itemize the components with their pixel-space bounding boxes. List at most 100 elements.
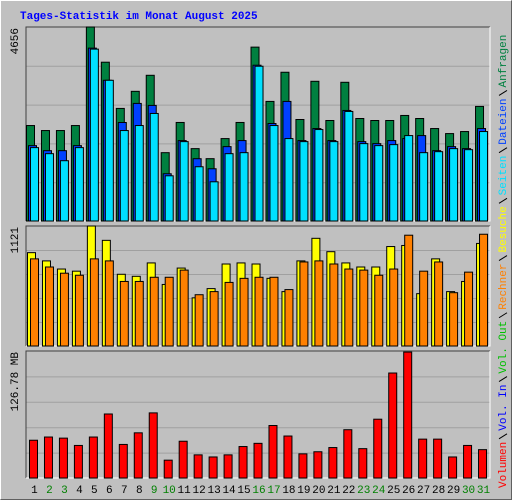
y-tick-label: 4656 xyxy=(10,28,22,54)
bar xyxy=(178,440,188,479)
bar xyxy=(104,79,114,222)
bar xyxy=(374,145,384,222)
x-tick-label: 13 xyxy=(207,485,220,497)
y-tick-label: 1121 xyxy=(10,227,22,254)
bar xyxy=(149,112,159,222)
bar xyxy=(164,175,174,222)
bar xyxy=(88,436,98,479)
bar xyxy=(418,438,428,479)
bar xyxy=(73,444,83,479)
bar xyxy=(329,141,339,222)
x-tick-label: 2 xyxy=(46,485,53,497)
x-tick-label: 29 xyxy=(447,485,460,497)
bar xyxy=(299,141,309,222)
bar xyxy=(314,129,324,222)
bar xyxy=(179,141,189,222)
x-tick-label: 16 xyxy=(252,485,265,497)
x-tick-label: 8 xyxy=(136,485,143,497)
bar xyxy=(224,153,234,222)
bar xyxy=(373,418,383,479)
bar xyxy=(359,143,369,222)
bar xyxy=(299,261,309,347)
x-tick-label: 22 xyxy=(342,485,355,497)
legend-separator xyxy=(498,90,508,96)
bar xyxy=(449,148,459,222)
bar xyxy=(344,268,354,347)
bar xyxy=(479,131,489,222)
bar xyxy=(344,110,354,222)
bar xyxy=(404,234,414,347)
bar xyxy=(134,125,144,222)
x-tick-label: 31 xyxy=(477,485,491,497)
bar xyxy=(284,289,294,347)
bar xyxy=(389,144,399,222)
x-tick-label: 21 xyxy=(327,485,341,497)
bar xyxy=(118,443,128,479)
bar xyxy=(179,269,189,347)
legend-separator xyxy=(498,433,508,440)
bar xyxy=(74,274,84,347)
x-tick-label: 18 xyxy=(282,485,295,497)
bar xyxy=(208,456,218,479)
bar xyxy=(254,276,264,347)
bar xyxy=(343,429,353,479)
chart-title: Tages-Statistik im Monat August 2025 xyxy=(20,11,258,23)
bar xyxy=(223,454,233,479)
bar xyxy=(284,138,294,222)
bar xyxy=(43,436,53,479)
x-tick-label: 17 xyxy=(267,485,280,497)
x-tick-label: 24 xyxy=(372,485,386,497)
bar xyxy=(119,130,129,222)
bar xyxy=(194,166,204,222)
bar xyxy=(313,451,323,479)
bar xyxy=(283,435,293,479)
bar xyxy=(464,271,474,347)
bar xyxy=(434,261,444,347)
legend-label: Besuche xyxy=(498,206,510,252)
x-tick-label: 9 xyxy=(151,485,158,497)
bar xyxy=(433,438,443,479)
bar xyxy=(314,260,324,347)
x-tick-label: 11 xyxy=(178,485,192,497)
panel-border-dark xyxy=(25,225,490,346)
bar xyxy=(463,444,473,479)
bar xyxy=(89,48,99,222)
x-tick-label: 25 xyxy=(387,485,400,497)
bar xyxy=(209,291,219,347)
bar xyxy=(44,266,54,347)
bar xyxy=(74,147,84,222)
panel-border-dark xyxy=(25,350,490,478)
bar xyxy=(359,269,369,347)
x-tick-label: 7 xyxy=(121,485,128,497)
bar xyxy=(149,276,159,347)
bar xyxy=(419,270,429,347)
bar xyxy=(374,274,384,347)
bar xyxy=(448,456,458,479)
bar xyxy=(328,447,338,479)
x-tick-label: 10 xyxy=(163,485,176,497)
bar xyxy=(298,453,308,479)
bar xyxy=(479,233,489,347)
bar xyxy=(134,280,144,347)
bar xyxy=(268,425,278,479)
bar xyxy=(253,442,263,479)
bar xyxy=(164,276,174,347)
legend-label: Vol. Out xyxy=(498,321,510,374)
legend-separator xyxy=(498,312,508,319)
bar xyxy=(89,258,99,347)
bar xyxy=(358,448,368,479)
bar xyxy=(59,160,69,222)
x-tick-label: 3 xyxy=(61,485,68,497)
x-tick-label: 30 xyxy=(462,485,475,497)
y-tick-label: 126.78 MB xyxy=(10,352,22,412)
x-tick-label: 14 xyxy=(222,485,236,497)
bar xyxy=(269,276,279,347)
x-tick-label: 26 xyxy=(402,485,415,497)
bar xyxy=(269,125,279,222)
x-tick-label: 15 xyxy=(237,485,250,497)
x-tick-label: 20 xyxy=(312,485,325,497)
bar xyxy=(434,151,444,222)
bar xyxy=(419,152,429,222)
bar xyxy=(238,446,248,479)
x-tick-label: 27 xyxy=(417,485,430,497)
